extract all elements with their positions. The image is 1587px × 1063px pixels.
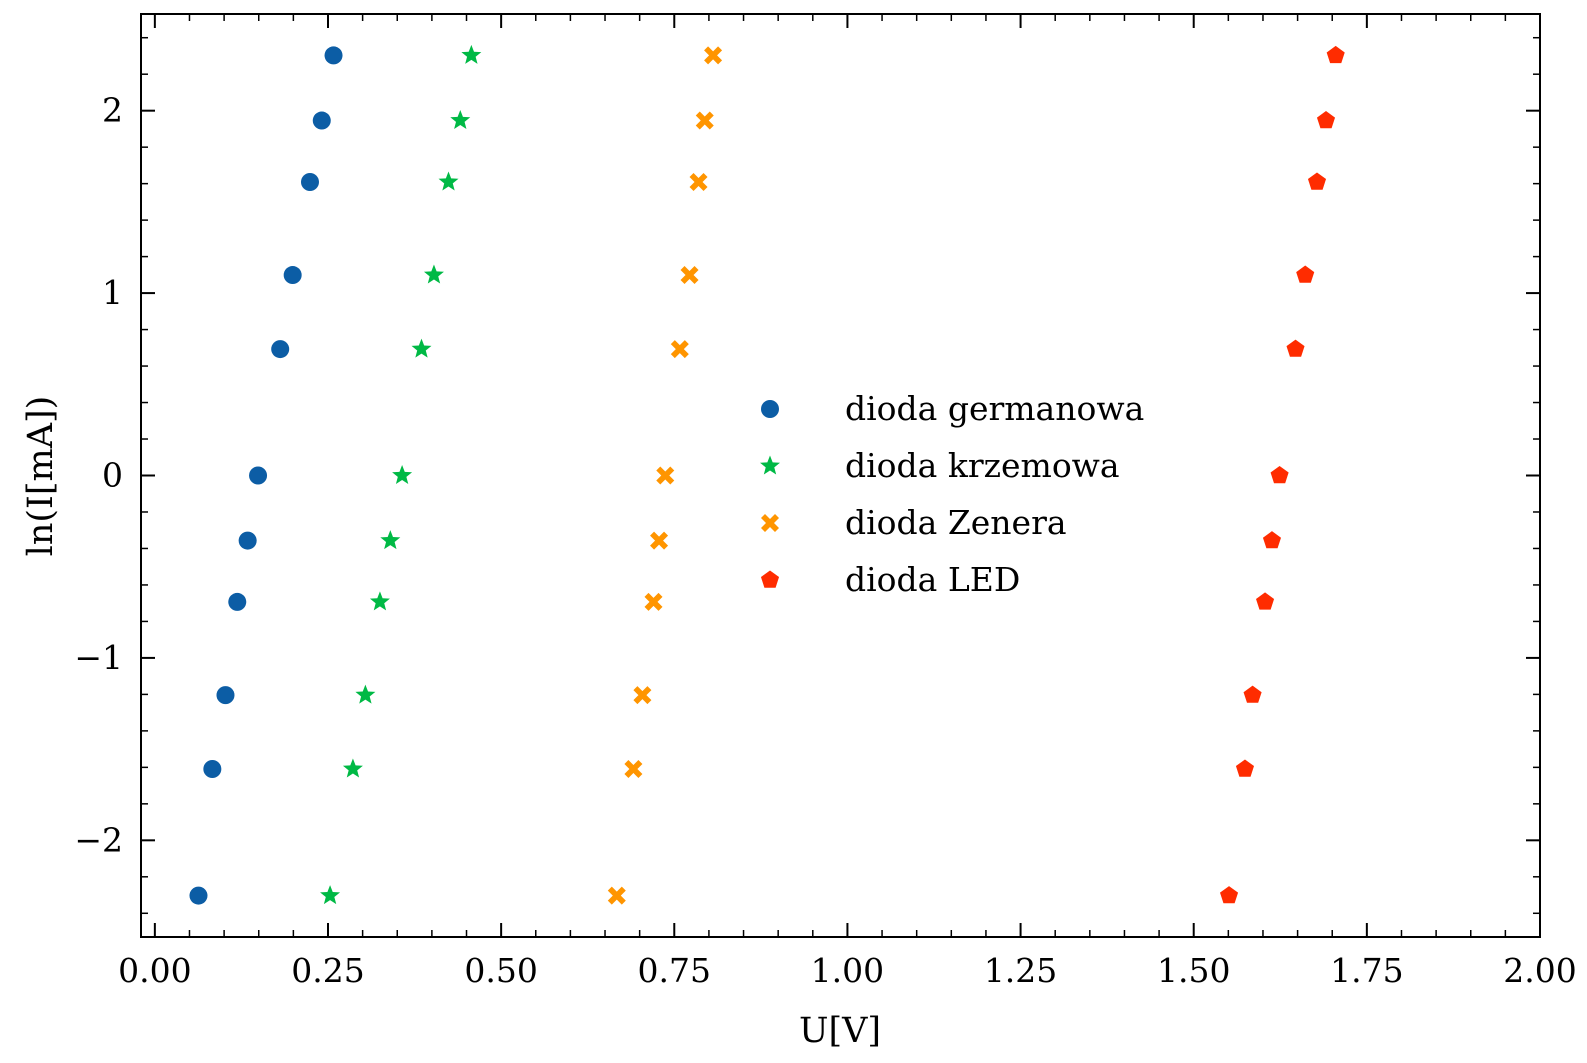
data-point bbox=[695, 111, 714, 130]
x-tick-label: 0.50 bbox=[464, 951, 537, 990]
data-point bbox=[624, 760, 643, 778]
y-tick-label: 2 bbox=[102, 91, 123, 130]
data-point bbox=[689, 173, 708, 191]
data-point bbox=[380, 530, 401, 550]
data-point bbox=[1326, 45, 1345, 64]
legend-label: dioda krzemowa bbox=[845, 446, 1120, 485]
data-point bbox=[1262, 531, 1282, 549]
data-point bbox=[300, 173, 319, 192]
data-point bbox=[607, 886, 626, 905]
legend-label: dioda LED bbox=[845, 560, 1020, 599]
y-axis-label: ln(I[mA]) bbox=[21, 396, 61, 557]
data-point bbox=[342, 758, 363, 778]
data-point bbox=[1296, 265, 1315, 283]
data-point bbox=[1307, 172, 1327, 190]
data-point bbox=[450, 110, 471, 130]
x-tick-label: 1.00 bbox=[811, 951, 884, 990]
axis-ticks bbox=[141, 14, 1541, 937]
y-tick-label: 0 bbox=[102, 456, 123, 495]
series-3 bbox=[1220, 45, 1345, 904]
data-point bbox=[216, 686, 235, 705]
data-point bbox=[1316, 111, 1336, 129]
x-tick-label: 1.75 bbox=[1330, 951, 1403, 990]
legend-marker bbox=[761, 514, 779, 532]
legend-entry: dioda LED bbox=[760, 560, 1020, 599]
data-point bbox=[656, 466, 675, 485]
data-point bbox=[283, 266, 302, 285]
data-point bbox=[1235, 759, 1254, 777]
data-point bbox=[438, 171, 459, 191]
data-point bbox=[670, 340, 689, 359]
data-point bbox=[203, 759, 222, 778]
x-axis-label: U[V] bbox=[799, 1011, 881, 1051]
x-tick-label: 2.00 bbox=[1503, 951, 1576, 990]
data-point bbox=[271, 340, 290, 359]
data-point bbox=[680, 266, 699, 285]
x-tick-labels: 0.00 0.25 0.50 0.75 1.00 1.25 1.50 1.75 2.00 bbox=[118, 951, 1577, 990]
data-point bbox=[411, 338, 432, 358]
series-0 bbox=[189, 46, 343, 905]
y-tick-label: −1 bbox=[74, 638, 123, 677]
series-2 bbox=[607, 46, 723, 905]
data-point bbox=[1256, 592, 1275, 610]
data-point bbox=[312, 111, 331, 130]
data-point bbox=[369, 591, 390, 611]
data-point bbox=[650, 531, 669, 550]
plot-frame bbox=[140, 13, 1541, 938]
x-tick-label: 0.00 bbox=[118, 951, 191, 990]
svg-text:U[V]: U[V] bbox=[799, 1011, 881, 1051]
legend-marker bbox=[761, 400, 779, 418]
data-point bbox=[704, 46, 723, 65]
data-point bbox=[355, 684, 376, 704]
data-point bbox=[238, 531, 257, 550]
y-tick-labels: −2 −1 0 1 2 bbox=[74, 91, 123, 860]
data-point bbox=[228, 592, 247, 611]
data-point bbox=[189, 886, 208, 905]
data-point bbox=[461, 44, 482, 64]
data-point bbox=[423, 264, 444, 284]
legend-label: dioda germanowa bbox=[845, 389, 1144, 428]
series-1 bbox=[320, 44, 482, 905]
data-point bbox=[320, 885, 341, 905]
legend-label: dioda Zenera bbox=[845, 503, 1067, 542]
x-tick-label: 1.50 bbox=[1157, 951, 1230, 990]
legend-entry: dioda krzemowa bbox=[760, 446, 1120, 485]
data-point bbox=[324, 46, 343, 65]
svg-text:ln(I[mA]): ln(I[mA]) bbox=[21, 396, 61, 557]
legend-marker bbox=[760, 455, 780, 475]
data-points bbox=[189, 44, 1345, 905]
legend-entry: dioda germanowa bbox=[761, 389, 1144, 428]
legend-entry: dioda Zenera bbox=[761, 503, 1067, 542]
y-tick-label: 1 bbox=[102, 273, 123, 312]
legend-marker bbox=[760, 570, 780, 588]
legend: dioda germanowa dioda krzemowa dioda Zener… bbox=[760, 389, 1144, 599]
x-tick-label: 0.25 bbox=[291, 951, 364, 990]
data-point bbox=[392, 465, 413, 484]
x-tick-label: 1.25 bbox=[984, 951, 1057, 990]
data-point bbox=[1243, 685, 1262, 703]
x-tick-label: 0.75 bbox=[638, 951, 711, 990]
data-point bbox=[644, 592, 663, 611]
data-point bbox=[1270, 466, 1289, 484]
y-tick-label: −2 bbox=[74, 820, 123, 859]
data-point bbox=[1220, 886, 1239, 904]
data-point bbox=[249, 466, 268, 485]
data-point bbox=[633, 686, 652, 705]
data-point bbox=[1286, 339, 1305, 357]
